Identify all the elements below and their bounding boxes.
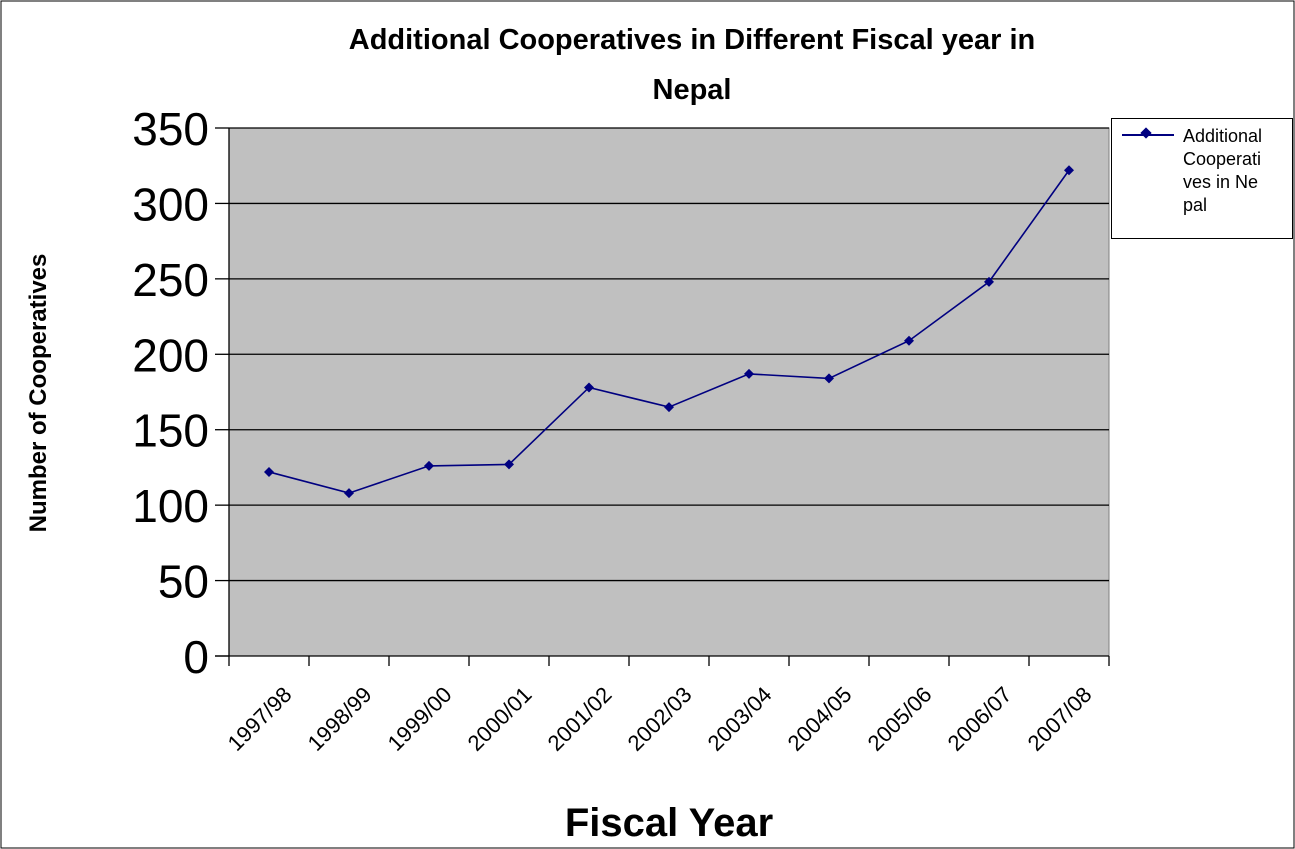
plot-background: [228, 127, 1110, 657]
x-axis-label: Fiscal Year: [565, 801, 773, 845]
data-point: [424, 460, 434, 471]
plot-area: [228, 127, 1110, 657]
legend-series-label: Additional Cooperatives in Nepal: [1183, 126, 1263, 215]
y-tick-label: 100: [132, 480, 209, 532]
y-axis-label: Number of Cooperatives: [25, 254, 52, 533]
data-point: [504, 459, 514, 470]
y-axis: 0 50 100 150 200 250 300 350: [132, 103, 230, 683]
data-point: [344, 488, 354, 499]
data-point: [664, 402, 674, 413]
data-point: [904, 335, 914, 346]
y-tick-label: 300: [132, 178, 209, 230]
data-point: [984, 276, 994, 287]
y-tick-label: 200: [132, 329, 209, 381]
chart-title-line-2: Nepal: [653, 74, 732, 106]
y-tick-label: 350: [132, 103, 209, 155]
data-point: [824, 373, 834, 384]
y-tick-label: 50: [158, 556, 209, 608]
data-point: [744, 368, 754, 379]
legend-diamond-icon: [1140, 127, 1152, 139]
chart-title-line-1: Additional Cooperatives in Different Fis…: [349, 24, 1035, 56]
y-tick-label: 0: [183, 631, 209, 683]
legend: Additional Cooperatives in Nepal: [1111, 118, 1293, 239]
data-point: [1064, 165, 1074, 176]
y-tick-label: 250: [132, 254, 209, 306]
data-point: [264, 466, 274, 477]
y-tick-label: 150: [132, 405, 209, 457]
series-layer: [264, 165, 1074, 499]
data-point: [584, 382, 594, 393]
